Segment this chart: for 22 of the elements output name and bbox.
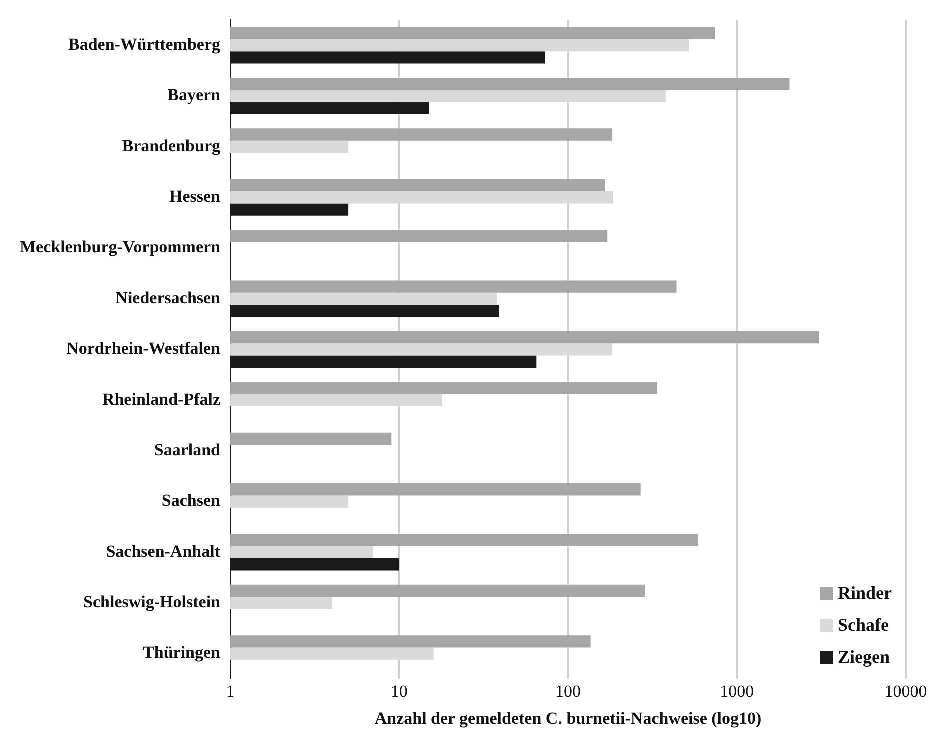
x-axis-title: Anzahl der gemeldeten C. burnetii-Nachweise (log10) <box>374 709 762 728</box>
y-tick-label: Brandenburg <box>122 136 222 156</box>
y-tick-label: Niedersachsen <box>116 288 222 308</box>
y-tick-label: Sachsen <box>162 491 222 510</box>
y-tick-label: Schleswig-Holstein <box>84 592 222 612</box>
y-tick-label: Hessen <box>170 187 222 206</box>
x-tick-label: 1 <box>226 682 235 701</box>
y-tick-label: Bayern <box>168 86 222 105</box>
y-tick-label: Baden-Württemberg <box>68 34 222 54</box>
legend-label: Rinder <box>838 582 892 603</box>
y-tick-label: Mecklenburg-Vorpommern <box>20 238 222 257</box>
x-tick-label: 1000 <box>720 682 754 701</box>
legend-label: Schafe <box>838 614 890 635</box>
y-tick-label: Nordrhein-Westfalen <box>66 339 222 358</box>
y-tick-label: Thüringen <box>143 643 222 662</box>
x-tick-label: 10000 <box>884 682 928 701</box>
legend-label: Ziegen <box>838 646 890 667</box>
x-tick-label: 10 <box>390 682 408 701</box>
y-tick-label: Sachsen-Anhalt <box>106 542 221 561</box>
y-tick-label: Rheinland-Pfalz <box>102 390 221 409</box>
y-tick-label: Saarland <box>154 440 222 460</box>
x-tick-label: 100 <box>556 682 582 701</box>
